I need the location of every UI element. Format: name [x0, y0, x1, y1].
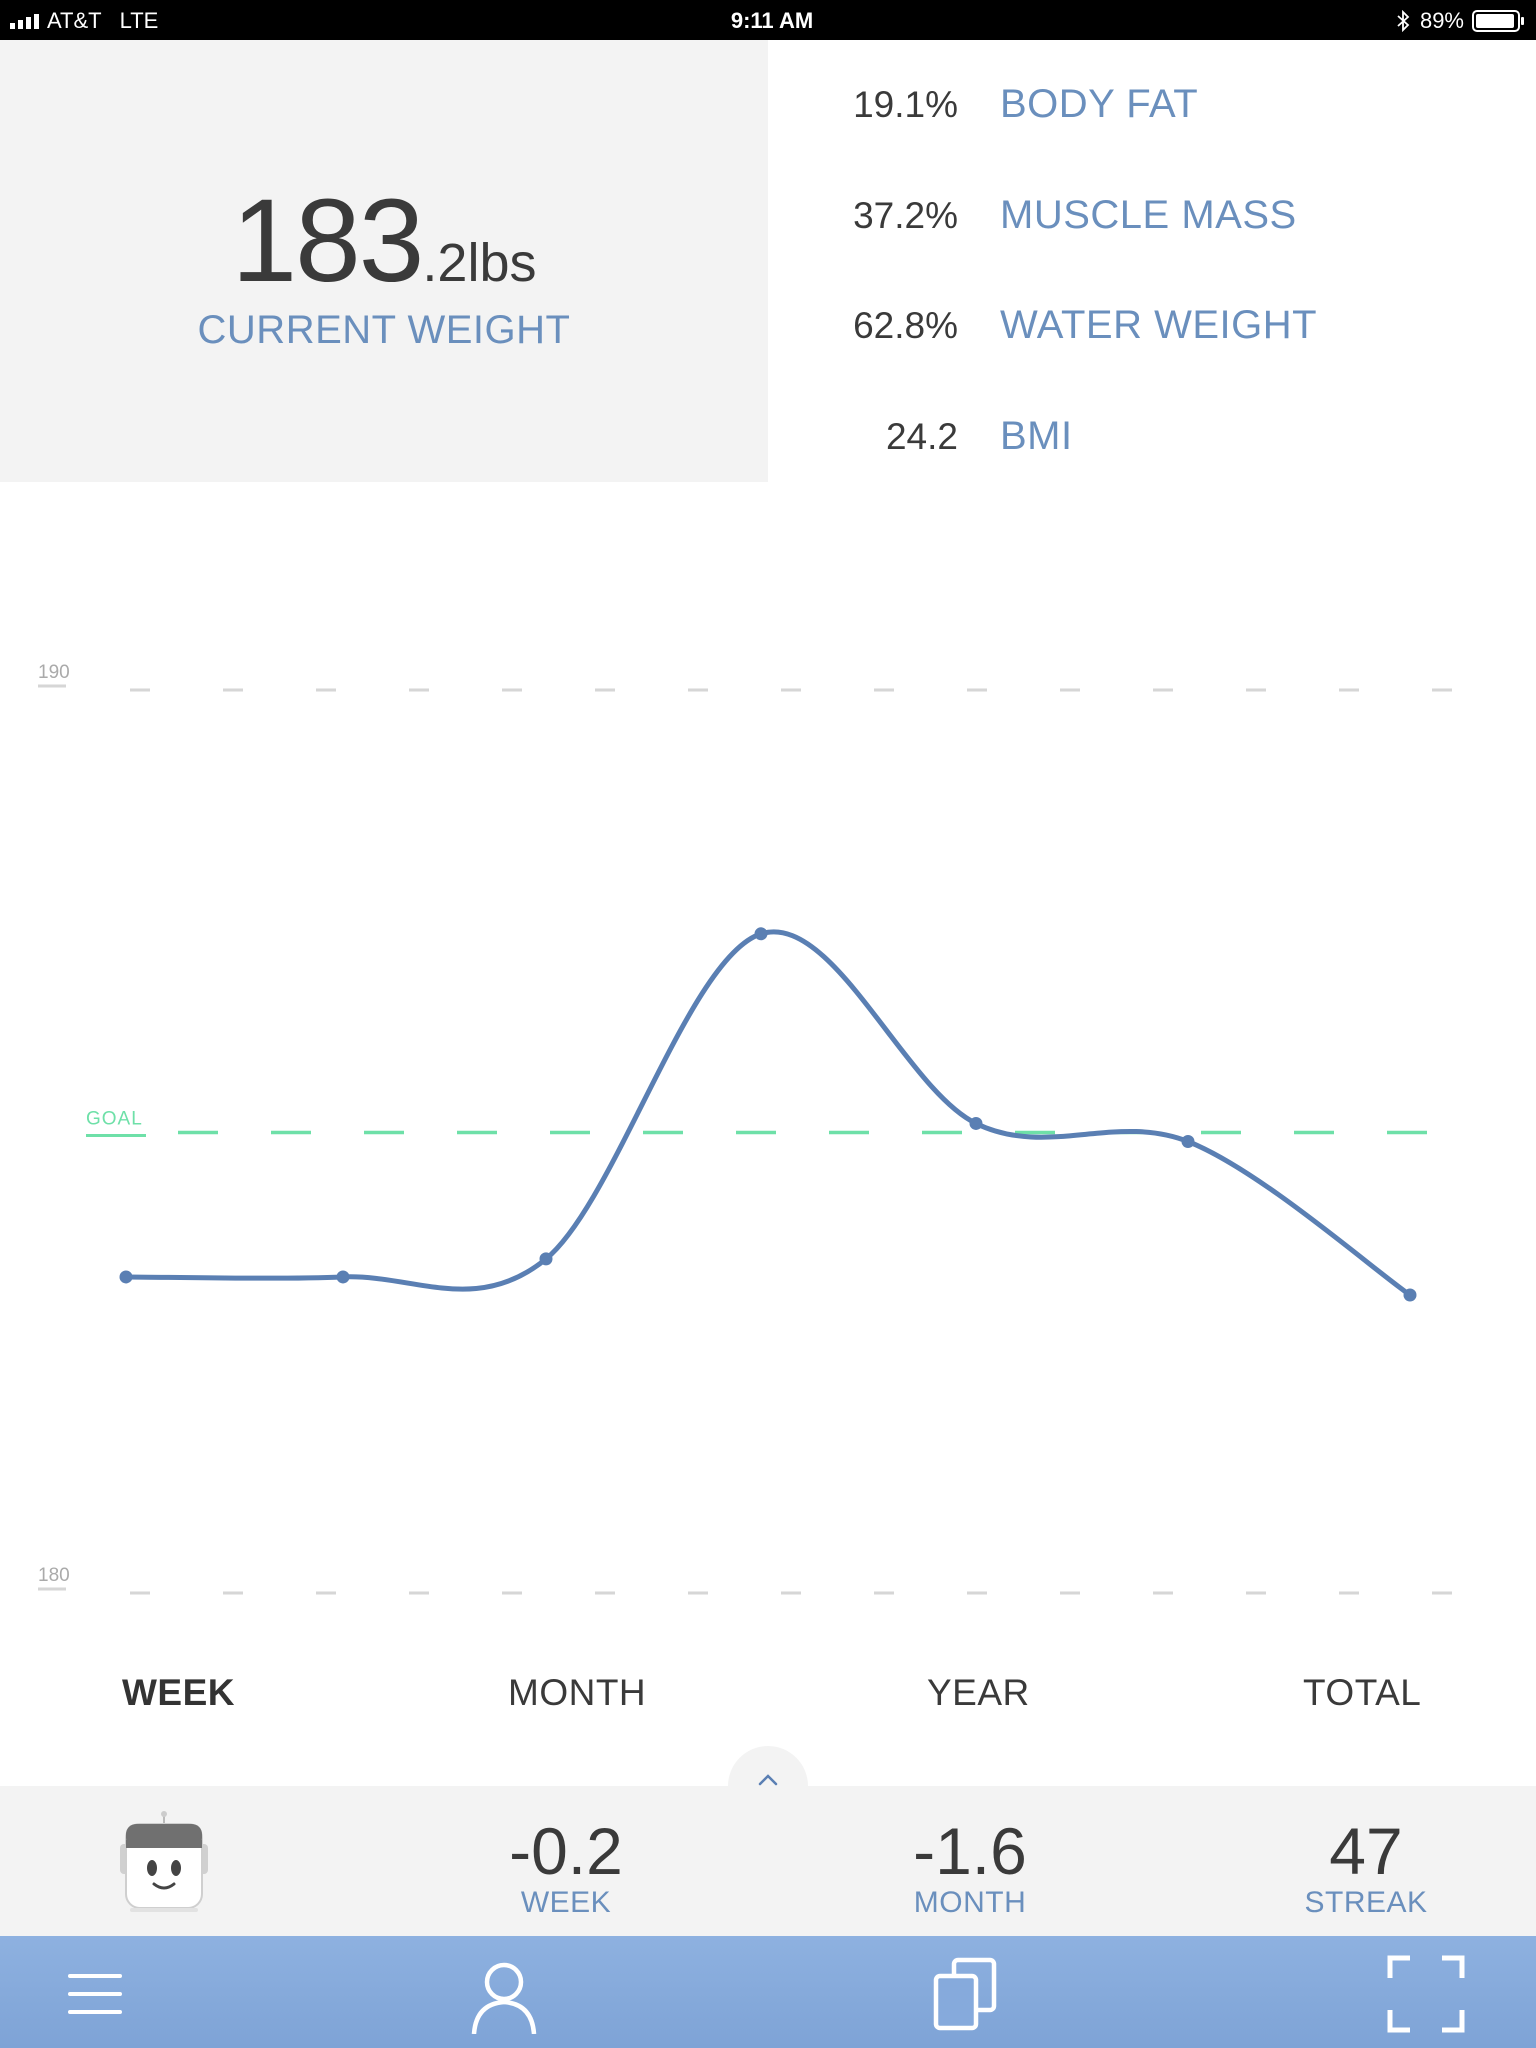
copy-icon — [933, 1957, 997, 2031]
data-point — [969, 1116, 983, 1130]
stat-label: BODY FAT — [1000, 82, 1199, 126]
stat-label: MUSCLE MASS — [1000, 193, 1297, 237]
current-weight-value: 183.2lbs — [0, 173, 768, 309]
weight-series-line — [123, 929, 1413, 1298]
data-point — [754, 927, 768, 941]
weight-whole: 183 — [231, 175, 425, 307]
stat-label: WATER WEIGHT — [1000, 303, 1318, 347]
current-weight-label: CURRENT WEIGHT — [197, 308, 571, 352]
data-point — [1403, 1288, 1417, 1302]
y-tick-label: 190 — [38, 662, 70, 683]
tab-year[interactable]: YEAR — [927, 1672, 1030, 1713]
scan-icon — [1387, 1955, 1465, 2033]
tab-month[interactable]: MONTH — [508, 1672, 647, 1713]
stat-value: 37.2% — [853, 195, 958, 236]
data-point — [539, 1252, 553, 1266]
data-point — [1181, 1135, 1195, 1148]
summary-month: -1.6 MONTH — [820, 1818, 1120, 1920]
history-button[interactable] — [926, 1954, 1006, 2034]
summary-streak-value: 47 — [1329, 1814, 1403, 1888]
stat-muscle-mass: 37.2% MUSCLE MASS — [768, 185, 1536, 245]
goal-label: GOAL — [86, 1108, 143, 1129]
body-stats: 19.1% BODY FAT 37.2% MUSCLE MASS 62.8% W… — [768, 40, 1536, 482]
bottom-nav — [0, 1936, 1536, 2048]
stat-value: 24.2 — [885, 416, 958, 457]
weight-chart[interactable]: 190 180 GOAL — [0, 640, 1536, 1620]
data-point — [119, 1270, 133, 1284]
summary-month-value: -1.6 — [913, 1814, 1027, 1888]
data-point — [336, 1270, 350, 1284]
stat-water-weight: 62.8% WATER WEIGHT — [768, 295, 1536, 355]
scan-button[interactable] — [1386, 1954, 1466, 2034]
summary-strip — [0, 1786, 1536, 1936]
stat-value: 19.1% — [853, 84, 958, 125]
battery-icon — [1472, 10, 1524, 32]
summary-month-label: MONTH — [913, 1886, 1027, 1919]
stat-bmi: 24.2 BMI — [768, 406, 1536, 466]
bluetooth-icon — [1397, 10, 1410, 32]
y-tick-label: 180 — [38, 1565, 70, 1586]
weight-unit: lbs — [467, 233, 537, 293]
profile-button[interactable] — [464, 1954, 544, 2035]
menu-icon — [68, 1974, 122, 2014]
weight-decimal: .2 — [422, 233, 468, 293]
summary-week-label: WEEK — [520, 1886, 612, 1919]
summary-streak-label: STREAK — [1304, 1886, 1428, 1919]
signal-icon — [10, 13, 39, 29]
summary-week: -0.2 WEEK — [416, 1818, 716, 1920]
clock: 9:11 AM — [730, 8, 814, 33]
chevron-up-icon — [758, 1774, 778, 1786]
robot-mascot-icon[interactable] — [114, 1810, 214, 1914]
summary-week-value: -0.2 — [509, 1814, 623, 1888]
summary-streak: 47 STREAK — [1216, 1818, 1516, 1920]
stat-body-fat: 19.1% BODY FAT — [768, 74, 1536, 134]
profile-icon — [471, 1962, 537, 2035]
current-weight-panel: 183.2lbs CURRENT WEIGHT — [0, 40, 768, 482]
tab-total[interactable]: TOTAL — [1303, 1672, 1422, 1713]
battery-percent: 89% — [1419, 8, 1464, 33]
tab-week[interactable]: WEEK — [122, 1672, 235, 1713]
carrier-name: AT&T — [47, 8, 102, 33]
network-type: LTE — [119, 8, 159, 33]
stat-value: 62.8% — [853, 305, 958, 346]
stat-label: BMI — [1000, 414, 1073, 458]
weight-chart-svg: 190 180 GOAL — [38, 662, 1454, 1595]
status-bar: AT&T LTE 9:11 AM 89% — [0, 0, 1536, 40]
menu-button[interactable] — [56, 1954, 136, 2034]
